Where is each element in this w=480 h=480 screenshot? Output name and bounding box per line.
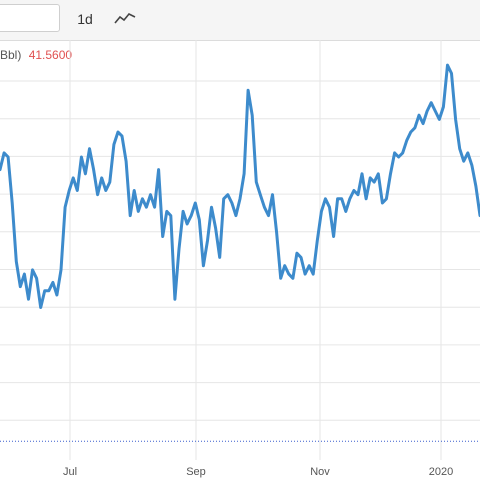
interval-button[interactable]: 1d bbox=[77, 11, 93, 27]
vertical-gridlines bbox=[69, 40, 442, 460]
line-chart-icon bbox=[114, 13, 136, 24]
chart-toolbar: 1d bbox=[0, 0, 480, 41]
x-tick-label: 2020 bbox=[429, 466, 453, 478]
chart-type-button[interactable] bbox=[108, 6, 142, 32]
x-tick-label: Sep bbox=[186, 466, 206, 478]
x-tick-label: Jul bbox=[63, 466, 77, 478]
legend-unit-text: Bbl) bbox=[0, 48, 22, 62]
legend-last-value: 41.5600 bbox=[28, 48, 73, 62]
date-input[interactable] bbox=[0, 4, 60, 32]
x-axis-tick-labels: Jul Sep Nov 2020 bbox=[63, 466, 453, 478]
price-series-line[interactable] bbox=[0, 63, 480, 309]
chart-legend: Bbl) 41.5600 bbox=[0, 48, 72, 62]
x-tick-label: Nov bbox=[310, 466, 330, 478]
horizontal-gridlines bbox=[0, 80, 480, 421]
